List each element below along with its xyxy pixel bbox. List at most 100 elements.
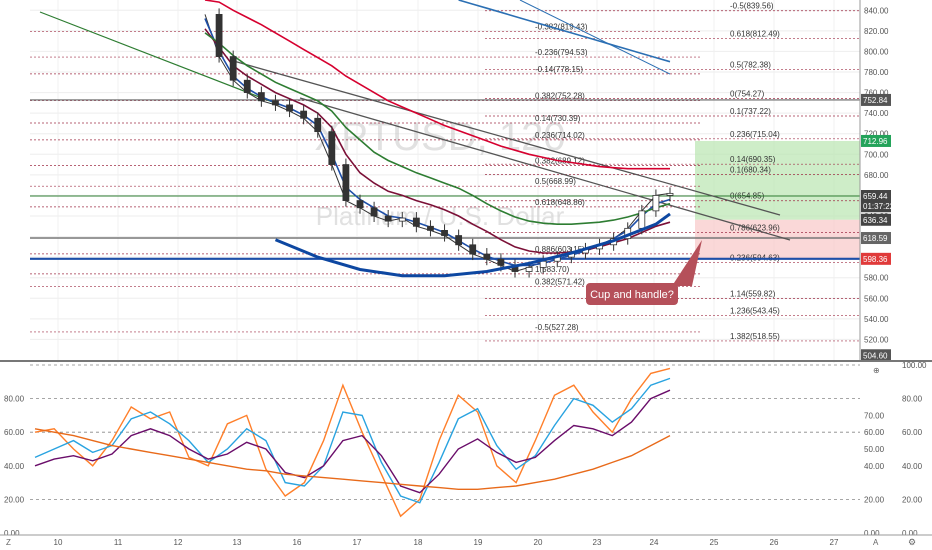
oscillator-right-tick-label: 60.00	[902, 428, 923, 437]
fib-level-label: 1.382(518.55)	[730, 332, 780, 341]
candle-body	[666, 192, 674, 196]
time-axis-ticks: 10 11 12 13 16 17 18 19 20 23 24 25 26 27	[54, 538, 839, 547]
candle-body	[370, 207, 378, 217]
fib-level-label: 0.14(690.35)	[730, 155, 776, 164]
price-tag-label: 659.44	[863, 192, 888, 201]
price-tag-box	[861, 252, 891, 265]
price-tag-label: 636.34	[863, 216, 888, 225]
oscillator-mid-tick-label: 70.00	[864, 411, 885, 420]
auto-scale-icon[interactable]: A	[873, 538, 879, 547]
fib-level-label: -0.382(819.43)	[535, 22, 588, 31]
price-series-line	[204, 0, 670, 170]
oscillator-mid-tick-label: 60.00	[864, 428, 885, 437]
fib-level-label: -0.236(794.53)	[535, 48, 588, 57]
oscillator-grid	[30, 364, 860, 500]
candle-body	[356, 200, 364, 209]
time-tick-label: 23	[593, 538, 602, 547]
fib-level-label: -0.5(527.28)	[535, 323, 579, 332]
time-tick-label: 19	[474, 538, 483, 547]
zoom-icon[interactable]: Z	[6, 538, 11, 547]
oscillator-series-line	[34, 377, 671, 504]
settings-icon[interactable]: ⚙	[908, 537, 916, 547]
osc-scale-icon[interactable]: ⊕	[873, 366, 880, 375]
candle-body	[652, 195, 660, 212]
price-series-line	[204, 32, 671, 225]
price-tag-label: 504.60	[863, 351, 888, 360]
price-tick-label: 840.00	[864, 6, 889, 15]
oscillator-pane[interactable]: 0.00 20.00 40.00 60.00 80.00 0.00 20.00 40.00 6…	[4, 361, 927, 538]
fib-level-label: 0.618(812.49)	[730, 30, 780, 39]
fib-level-label: 0.236(714.02)	[535, 131, 585, 140]
trendlines[interactable]	[39, 11, 791, 241]
time-tick-label: 27	[830, 538, 839, 547]
time-tick-label: 20	[534, 538, 543, 547]
fib-level-label: 0.1(680.34)	[730, 166, 771, 175]
candle-body	[497, 258, 505, 266]
time-tick-label: 12	[174, 538, 183, 547]
oscillator-mid-tick-label: 20.00	[864, 495, 885, 504]
candle-body	[441, 229, 448, 236]
oscillator-mid-tick-label: 40.00	[864, 462, 885, 471]
candle-body	[300, 110, 308, 119]
price-tick-label: 680.00	[864, 171, 889, 180]
candle-body	[412, 217, 420, 227]
candle-body	[398, 217, 406, 222]
time-axis[interactable]: 10 11 12 13 16 17 18 19 20 23 24 25 26 27	[0, 534, 932, 550]
candle-body	[427, 225, 434, 231]
fib-level-label: 0.382(571.42)	[535, 278, 585, 287]
fib-level-label: 0.786(623.96)	[730, 223, 780, 232]
fib-level-label: -0.14(778.15)	[535, 65, 583, 74]
watermark-name: Platinum / U.S. Dollar	[316, 201, 565, 231]
time-tick-label: 18	[414, 538, 423, 547]
price-tick-label: 580.00	[864, 274, 889, 283]
channel-trendline[interactable]	[299, 97, 791, 241]
long-ma-line	[519, 0, 671, 75]
candle-body	[384, 215, 392, 222]
price-tick-label: 700.00	[864, 150, 889, 159]
fib-level-label: 0.886(603.15)	[535, 245, 585, 254]
price-tag-box	[861, 213, 891, 226]
price-axis[interactable]: 520.00540.00560.00580.00600.00620.00640.…	[859, 0, 932, 362]
candle-body	[328, 131, 336, 165]
price-tag-box	[861, 200, 891, 213]
candlesticks	[215, 8, 674, 278]
price-tag-label: 01:37:22	[863, 202, 895, 211]
candle-body	[342, 164, 350, 201]
candle-body	[215, 13, 223, 57]
candle-body	[229, 56, 237, 81]
candle-body	[272, 100, 279, 106]
time-tick-label: 10	[54, 538, 63, 547]
candle-body	[455, 235, 463, 246]
cup-and-handle-callout[interactable]: Cup and handle?	[586, 240, 702, 305]
price-tag-box	[861, 134, 891, 147]
price-tag-label: 752.84	[863, 96, 888, 105]
oscillator-left-axis: 0.00 20.00 40.00 60.00 80.00	[4, 395, 25, 538]
fib-level-label: 0.1(737.22)	[730, 107, 771, 116]
price-tick-label: 720.00	[864, 130, 889, 139]
price-tick-label: 820.00	[864, 27, 889, 36]
oscillator-right-tick-label: 80.00	[902, 395, 923, 404]
oscillator-right-tick-label: 40.00	[902, 462, 923, 471]
resistance-trendline[interactable]	[229, 59, 781, 216]
oscillator-right-tick-label: 0.00	[902, 529, 918, 538]
price-tick-label: 540.00	[864, 315, 889, 324]
oscillator-lines	[34, 367, 671, 518]
price-tag-label: 712.96	[863, 137, 888, 146]
fib-level-label: 1.14(559.82)	[730, 289, 776, 298]
cup-curve[interactable]	[274, 212, 671, 278]
price-tick-label: 800.00	[864, 47, 889, 56]
callout-pointer	[672, 240, 702, 286]
price-tag-label: 598.36	[863, 255, 888, 264]
watermark-symbol: XPTUSD, 120	[314, 115, 565, 159]
price-tick-label: 780.00	[864, 68, 889, 77]
oscillator-left-tick-label: 0.00	[4, 529, 20, 538]
oscillator-series-line	[34, 367, 671, 518]
time-tick-label: 16	[293, 538, 302, 547]
cup-curve-line[interactable]	[274, 212, 671, 278]
candle-body	[286, 104, 293, 112]
downtrend-line[interactable]	[39, 11, 281, 106]
candle-body	[539, 260, 547, 268]
fib-level-label: 1.236(543.45)	[730, 306, 780, 315]
